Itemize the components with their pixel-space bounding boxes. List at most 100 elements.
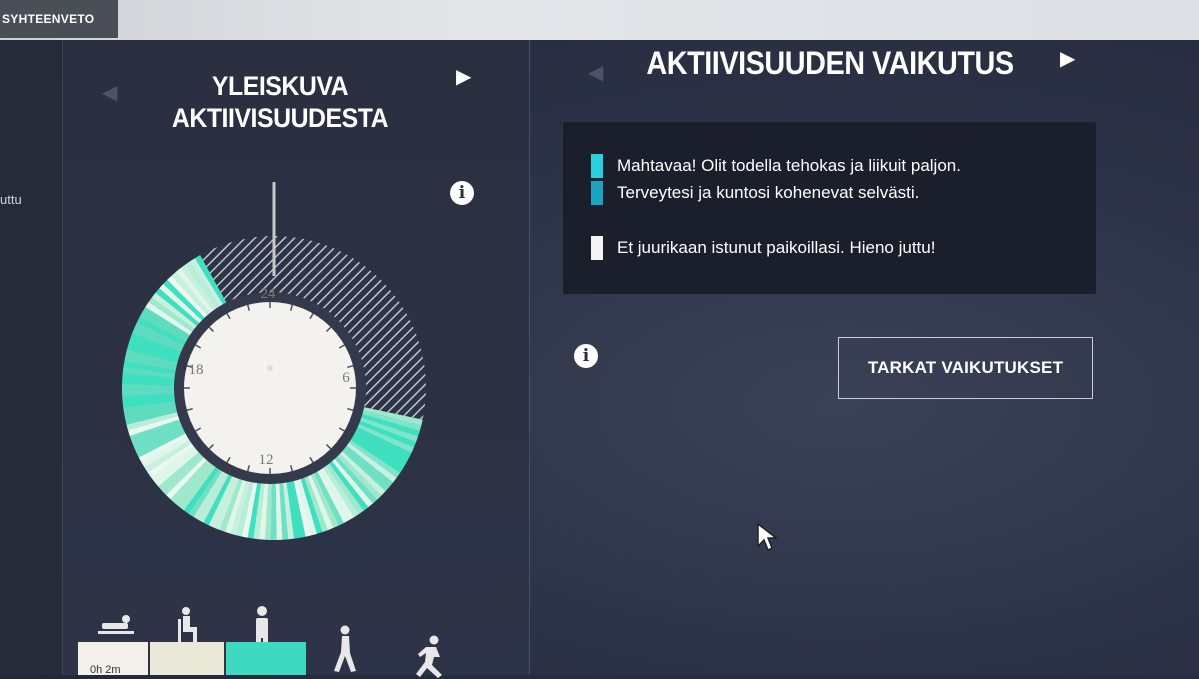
ring-segment <box>336 453 382 500</box>
ring-segment <box>178 459 220 511</box>
ring-segment <box>319 466 355 521</box>
clock-label-24: 24 <box>261 286 277 302</box>
ring-segment <box>309 471 339 529</box>
ring-segment <box>198 236 426 420</box>
clock-tick <box>289 304 293 311</box>
ring-segment <box>313 469 344 526</box>
ring-segment <box>208 471 238 528</box>
clock-ticks <box>184 302 356 474</box>
ring-segment <box>126 410 186 431</box>
ring-segment <box>161 450 209 496</box>
ring-segment <box>122 396 183 408</box>
ring-segment <box>147 439 200 478</box>
ring-segment <box>357 423 414 453</box>
clock-center <box>267 365 273 371</box>
ring-segment <box>299 475 323 534</box>
ring-segment <box>148 297 201 337</box>
ring-segment <box>134 322 192 352</box>
ring-segment <box>136 426 193 458</box>
mouse-cursor-icon <box>757 522 778 552</box>
ring-segment <box>151 292 203 334</box>
ring-segment <box>163 279 210 326</box>
ring-segment <box>241 477 259 538</box>
ring-segment <box>359 417 419 443</box>
ring-segment <box>362 410 422 432</box>
ring-segment <box>352 433 407 469</box>
activity-clock-chart: 24 6 12 18 <box>122 182 426 540</box>
ring-segment <box>286 478 300 539</box>
ring-segment <box>159 283 208 328</box>
ring-segment <box>129 416 188 442</box>
ring-segment <box>193 465 229 520</box>
ring-segment <box>180 264 221 316</box>
info-icon-effect[interactable]: i <box>574 344 598 368</box>
ring-segment <box>136 316 193 349</box>
ring-segment <box>122 378 183 386</box>
ring-segment <box>363 407 423 426</box>
clock-tick <box>289 465 293 472</box>
clock-tick <box>309 313 314 320</box>
ring-segment <box>122 384 183 391</box>
bar-segment-sitting <box>150 642 224 675</box>
ring-segment <box>158 447 207 491</box>
ring-segment <box>124 403 184 420</box>
ring-segment <box>341 447 390 492</box>
clock-tick <box>226 456 231 463</box>
overview-title: YLEISKUVA AKTIIVISUUDESTA <box>160 70 399 134</box>
ring-segment <box>144 436 198 473</box>
tab-summary[interactable]: SYHTEENVETO <box>0 0 118 38</box>
ring-segment <box>292 477 312 537</box>
ring-segment <box>325 462 364 515</box>
ring-segment <box>203 469 235 526</box>
ring-segment <box>128 338 188 362</box>
clock-tick <box>186 407 193 411</box>
next-arrow-left-icon[interactable]: ▶ <box>456 66 472 88</box>
clock-tick <box>208 326 214 332</box>
top-bar: SYHTEENVETO <box>0 0 1199 40</box>
ring-segment <box>122 366 183 379</box>
ring-segment <box>289 477 306 538</box>
effect-message-1: Mahtavaa! Olit todella tehokas ja liikui… <box>591 154 961 178</box>
sidebar-partial-text[interactable]: uttu <box>0 192 22 207</box>
ring-segment <box>353 430 409 464</box>
prev-arrow-left-icon[interactable]: ◀ <box>102 82 118 104</box>
ring-segment <box>125 349 186 369</box>
ring-segment <box>328 460 369 511</box>
clock-tick <box>195 344 202 349</box>
ring-segment <box>155 288 205 331</box>
message-swatch-1 <box>591 154 603 178</box>
overview-title-line1: YLEISKUVA <box>211 71 349 101</box>
ring-segment <box>154 444 204 487</box>
ring-segment <box>123 360 184 376</box>
clock-face <box>184 302 356 474</box>
bar-label-lying: 0h 2m <box>90 664 121 676</box>
lying-icon <box>98 615 134 634</box>
ring-segment <box>145 301 199 339</box>
clock-label-12: 12 <box>259 452 274 468</box>
left-sidebar: uttu <box>0 40 63 675</box>
ring-segment <box>141 433 196 468</box>
ring-segment <box>343 445 394 488</box>
next-arrow-right-icon[interactable]: ▶ <box>1060 48 1076 70</box>
ring-segment <box>275 479 283 540</box>
clock-tick <box>309 456 314 463</box>
ring-segment <box>282 479 295 540</box>
ring-segment <box>123 399 184 414</box>
clock-tick <box>347 365 354 369</box>
ring-segment <box>224 475 248 534</box>
ring-segment <box>219 473 245 532</box>
ring-segment <box>258 479 269 540</box>
ring-segment <box>131 420 190 447</box>
ring-segment <box>124 355 185 372</box>
clock-tick <box>247 304 251 311</box>
running-icon <box>416 635 442 678</box>
detailed-effects-button[interactable]: TARKAT VAIKUTUKSET <box>838 337 1093 399</box>
prev-arrow-right-icon[interactable]: ◀ <box>588 62 604 84</box>
posture-time-bar: 0h 2m <box>78 642 518 676</box>
ring-segment <box>338 450 386 496</box>
effect-message-3-text: Et juurikaan istunut paikoillasi. Hieno … <box>617 238 936 257</box>
info-icon-overview[interactable]: i <box>450 181 474 205</box>
ring-segment <box>125 406 185 425</box>
ring-segment <box>122 389 183 396</box>
clock-tick <box>226 313 231 320</box>
